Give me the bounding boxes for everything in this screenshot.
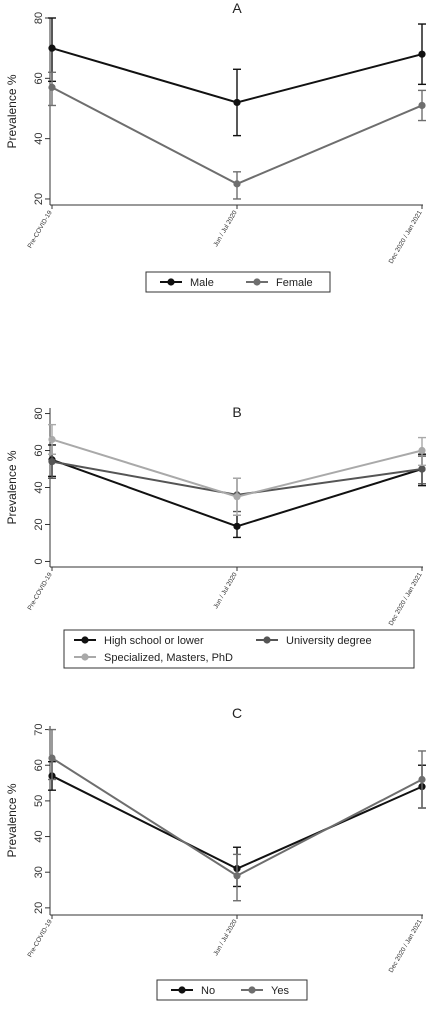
legend-label: No [201,985,215,997]
x-tick-label: Pre-COVID-19 [27,571,54,611]
y-tick-label: 0 [33,558,45,564]
y-tick-label: 60 [33,444,45,456]
legend-label: Specialized, Masters, PhD [104,652,233,664]
panel-a: A 20 40 60 80 Prevalence % Pre-COVID-19 Jun / J… [0,0,431,305]
panel-b: B 0 20 40 60 80 Prevalence % Pre-COVID-19 Jun / … [0,390,431,670]
legend: High school or lower University degree Spe… [63,629,415,669]
legend-label: Female [276,277,313,289]
x-tick-label: Dec 2020 / Jan 2021 [388,918,424,974]
y-tick-label: 40 [33,830,45,842]
y-tick-label: 70 [33,723,45,735]
y-tick-label: 20 [33,193,45,205]
series-male-point [418,50,426,58]
x-tick-label: Dec 2020 / Jan 2021 [388,209,424,265]
legend-swatch-marker [253,278,261,286]
series-university-degree-point [48,458,56,466]
legend-label: Male [190,277,214,289]
y-axis-label: Prevalence % [5,783,19,857]
x-tick-label: Jun / Jul 2020 [212,571,238,610]
legend-swatch-marker [167,278,175,286]
chart-panel-a: A 20 40 60 80 Prevalence % Pre-COVID-19 Jun / J… [5,0,426,293]
y-tick-label: 20 [33,518,45,530]
y-axis-label: Prevalence % [5,450,19,524]
series-specialized-masters-phd-point [418,446,426,455]
series-university-degree-point [418,465,426,473]
legend: No Yes [156,979,308,1001]
legend-box [156,979,308,1001]
series-yes-point [48,754,56,762]
legend-label: Yes [271,985,289,997]
y-tick-label: 80 [33,407,45,419]
panel-c: C 20 30 40 50 60 70 Prevalence % Pre-COVID-19 Jun… [0,700,431,1004]
series-high-school-or-lower-point [233,522,241,530]
y-tick-label: 40 [33,133,45,145]
y-tick-label: 20 [33,902,45,914]
series-specialized-masters-phd-point [48,435,56,444]
legend-swatch-marker [178,986,186,994]
y-axis-label: Prevalence % [5,74,19,148]
y-tick-label: 80 [33,12,45,24]
chart-panel-b: B 0 20 40 60 80 Prevalence % Pre-COVID-19 Jun / … [5,404,426,669]
legend: Male Female [145,271,331,293]
y-tick-label: 60 [33,72,45,84]
series-male-point [48,44,56,52]
series-female-point [233,180,241,188]
x-tick-label: Jun / Jul 2020 [212,209,238,248]
x-tick-label: Jun / Jul 2020 [212,918,238,957]
series-yes-point [233,872,241,880]
y-tick-label: 60 [33,759,45,771]
series-female-point [48,83,56,91]
legend-swatch-marker [81,653,89,661]
y-tick-label: 50 [33,795,45,807]
y-tick-label: 40 [33,481,45,493]
legend-swatch-marker [81,636,89,644]
legend-label: High school or lower [104,635,204,647]
legend-box [145,271,331,293]
chart-panel-c: C 20 30 40 50 60 70 Prevalence % Pre-COVID-19 Jun… [5,705,426,1001]
chart-title: C [232,705,242,721]
series-female-point [418,101,426,110]
chart-title: B [232,404,241,420]
x-tick-label: Dec 2020 / Jan 2021 [388,571,424,627]
series-yes-point [418,775,426,784]
legend-box [63,629,415,669]
y-tick-label: 30 [33,866,45,878]
series-specialized-masters-phd-point [233,493,241,501]
x-tick-label: Pre-COVID-19 [27,209,54,249]
chart-title: A [232,0,242,16]
legend-label: University degree [286,635,372,647]
legend-swatch-marker [263,636,271,644]
series-male-point [233,98,241,107]
x-tick-label: Pre-COVID-19 [27,918,54,958]
legend-swatch-marker [248,986,256,994]
